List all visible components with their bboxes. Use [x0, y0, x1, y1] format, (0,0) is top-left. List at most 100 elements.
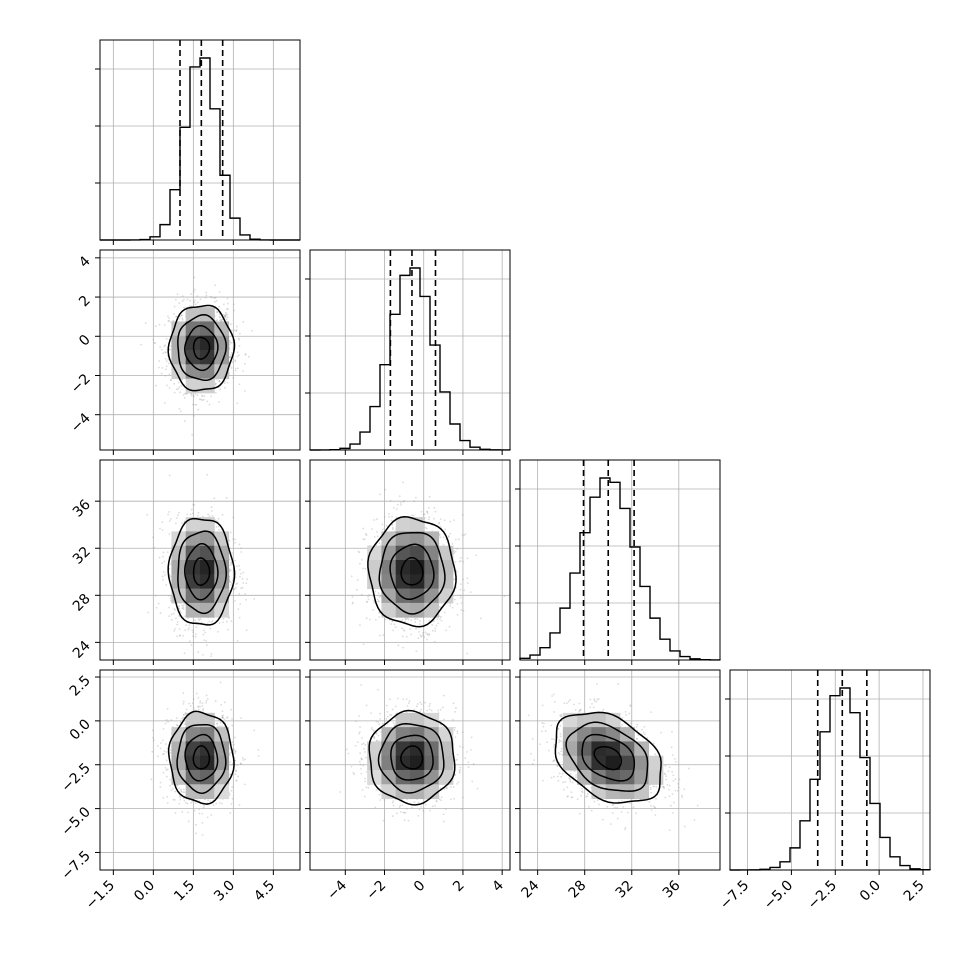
- sample-point: [157, 755, 159, 758]
- sample-point: [220, 528, 223, 531]
- sample-point: [189, 513, 192, 516]
- sample-point: [168, 387, 171, 389]
- sample-point: [466, 557, 469, 560]
- sample-point: [206, 816, 209, 819]
- density-cell: [185, 545, 201, 561]
- sample-point: [391, 528, 394, 531]
- sample-point: [197, 706, 200, 708]
- sample-point: [358, 562, 361, 565]
- sample-point: [176, 517, 178, 520]
- density-cell: [185, 560, 201, 575]
- sample-point: [162, 578, 164, 581]
- sample-point: [432, 620, 435, 622]
- sample-point: [418, 630, 420, 633]
- sample-point: [442, 536, 445, 539]
- sample-point: [439, 536, 442, 538]
- sample-point: [188, 627, 190, 629]
- sample-point: [234, 750, 237, 752]
- sample-point: [230, 367, 233, 369]
- sample-point: [413, 618, 416, 621]
- sample-point: [154, 341, 156, 344]
- sample-point: [203, 395, 206, 398]
- sample-point: [232, 516, 235, 519]
- sample-point: [178, 386, 181, 389]
- panel-frame: [519, 459, 721, 661]
- y-tick-label: 28: [70, 591, 94, 615]
- sample-point: [157, 602, 160, 605]
- sample-point: [193, 288, 196, 291]
- sample-point: [170, 379, 172, 382]
- sample-point: [462, 578, 464, 581]
- sample-point: [219, 316, 221, 319]
- sample-point: [178, 302, 181, 304]
- sample-point: [463, 534, 466, 537]
- sample-point: [366, 601, 369, 603]
- sample-point: [376, 531, 378, 533]
- sample-point: [400, 504, 403, 506]
- sample-point: [373, 601, 376, 604]
- sample-point: [236, 351, 239, 354]
- sample-point: [403, 629, 406, 632]
- sample-point: [213, 300, 216, 303]
- sample-point: [175, 315, 178, 318]
- density-cell: [185, 531, 201, 547]
- sample-point: [190, 394, 193, 397]
- sample-point: [378, 616, 381, 618]
- sample-point: [250, 329, 253, 332]
- sample-point: [407, 618, 410, 621]
- density-cell: [171, 574, 187, 590]
- density-cell: [200, 350, 215, 365]
- sample-point: [182, 604, 185, 607]
- contour-line: [184, 542, 219, 601]
- density-cell: [171, 364, 187, 380]
- sample-point: [168, 594, 171, 597]
- sample-point: [226, 620, 228, 623]
- sample-point: [197, 511, 200, 514]
- sample-point: [177, 514, 179, 517]
- sample-point: [181, 317, 184, 320]
- sample-point: [234, 541, 237, 544]
- density-cell: [381, 588, 397, 604]
- sample-point: [163, 560, 166, 563]
- density-cell: [367, 574, 382, 590]
- sample-point: [196, 514, 199, 517]
- sample-point: [140, 343, 143, 346]
- density-cell: [424, 588, 440, 604]
- sample-point: [394, 626, 397, 629]
- sample-point: [426, 638, 429, 641]
- sample-point: [448, 625, 451, 628]
- sample-point: [228, 340, 231, 342]
- sample-point: [196, 301, 199, 304]
- sample-point: [199, 705, 201, 708]
- sample-point: [253, 597, 256, 600]
- sample-point: [154, 325, 157, 328]
- sample-point: [226, 308, 228, 311]
- sample-point: [211, 620, 214, 622]
- sample-point: [378, 542, 381, 545]
- sample-point: [146, 513, 149, 516]
- sample-point: [231, 361, 234, 364]
- sample-point: [193, 276, 196, 279]
- sample-point: [234, 360, 237, 363]
- sample-point: [162, 551, 165, 554]
- sample-point: [222, 617, 225, 620]
- sample-point: [178, 608, 181, 610]
- sample-point: [174, 811, 177, 814]
- sample-point: [162, 753, 165, 756]
- sample-point: [232, 377, 235, 379]
- sample-point: [181, 607, 184, 610]
- sample-point: [181, 522, 183, 525]
- sample-point: [159, 742, 162, 744]
- sample-point: [227, 628, 229, 631]
- density-cell: [410, 588, 425, 604]
- sample-point: [215, 802, 218, 805]
- sample-point: [196, 295, 199, 298]
- sample-point: [226, 297, 229, 300]
- sample-point: [196, 394, 199, 397]
- sample-point: [443, 519, 446, 522]
- density-cell: [395, 588, 411, 604]
- sample-point: [165, 775, 168, 778]
- sample-point: [257, 749, 260, 751]
- sample-point: [204, 631, 207, 634]
- sample-point: [226, 307, 229, 310]
